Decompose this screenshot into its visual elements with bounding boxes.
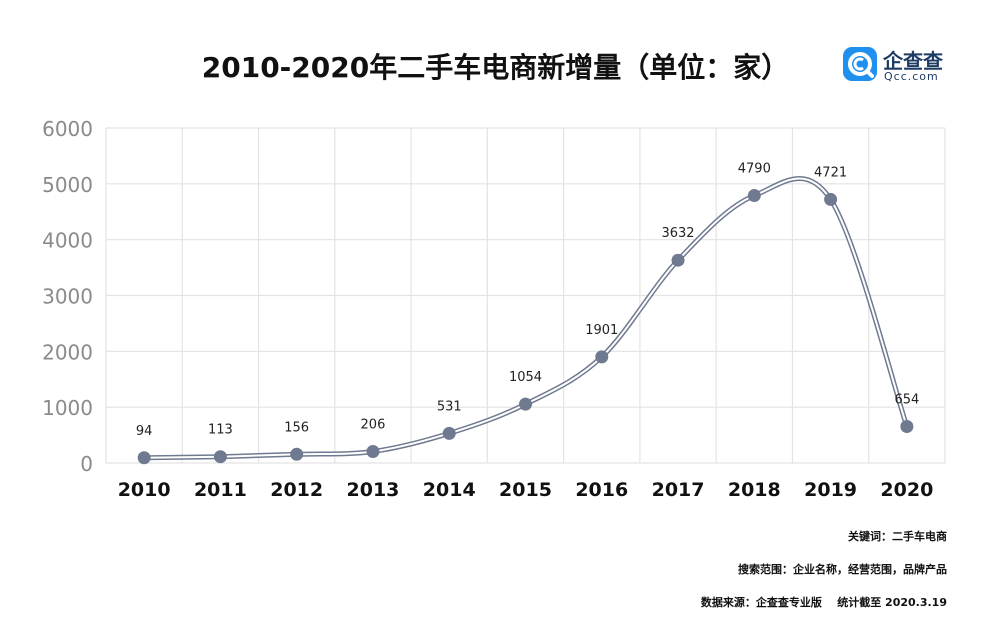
y-tick-label: 6000 bbox=[42, 117, 93, 141]
data-point bbox=[824, 192, 838, 206]
x-tick-label: 2016 bbox=[575, 479, 628, 501]
data-point bbox=[442, 426, 456, 440]
x-tick-label: 2017 bbox=[652, 479, 705, 501]
y-tick-label: 2000 bbox=[42, 340, 93, 364]
footer-keyword-label: 关键词： bbox=[848, 530, 892, 543]
data-label: 1054 bbox=[509, 370, 542, 385]
x-tick-label: 2014 bbox=[423, 479, 476, 501]
data-point bbox=[595, 350, 609, 364]
x-tick-label: 2015 bbox=[499, 479, 552, 501]
x-axis-ticks: 2010 2011 2012 2013 2014 2015 2016 2017 2018 2019… bbox=[118, 479, 934, 501]
y-tick-label: 3000 bbox=[42, 285, 93, 309]
grid bbox=[105, 127, 946, 464]
footer-source-label: 数据来源： bbox=[700, 596, 756, 609]
footer-source-value: 企查查专业版 统计截至 2020.3.19 bbox=[755, 596, 947, 609]
x-tick-label: 2020 bbox=[880, 479, 933, 501]
data-point bbox=[366, 444, 380, 458]
data-label: 156 bbox=[284, 420, 309, 435]
data-labels: 94 113 156 206 531 1054 1901 3632 4790 4721 654 bbox=[136, 162, 919, 439]
y-axis-ticks: 0 1000 2000 3000 4000 5000 6000 bbox=[42, 117, 93, 476]
data-label: 4721 bbox=[814, 165, 847, 180]
data-label: 206 bbox=[361, 417, 386, 432]
footer-scope-label: 搜索范围： bbox=[738, 563, 793, 576]
y-tick-label: 1000 bbox=[42, 396, 93, 420]
y-tick-label: 5000 bbox=[42, 173, 93, 197]
data-label: 1901 bbox=[585, 323, 618, 338]
footer-scope: 搜索范围：企业名称，经营范围，品牌产品 bbox=[738, 561, 947, 577]
qcc-logo-icon bbox=[843, 47, 877, 81]
footer-keyword: 关键词：二手车电商 bbox=[848, 528, 947, 544]
x-tick-label: 2011 bbox=[194, 479, 247, 501]
data-point bbox=[671, 253, 685, 267]
footer-keyword-value: 二手车电商 bbox=[892, 530, 947, 543]
data-label: 654 bbox=[894, 392, 919, 407]
brand-logo: 企查查 Qcc.com bbox=[843, 45, 963, 85]
data-label: 531 bbox=[437, 399, 462, 414]
data-point bbox=[747, 189, 761, 203]
data-point bbox=[900, 419, 914, 433]
data-label: 113 bbox=[208, 423, 233, 438]
data-point bbox=[290, 447, 304, 461]
data-label: 3632 bbox=[661, 226, 694, 241]
data-point bbox=[137, 451, 151, 465]
y-tick-label: 4000 bbox=[42, 229, 93, 253]
data-point bbox=[213, 450, 227, 464]
brand-site: Qcc.com bbox=[884, 70, 939, 83]
series-points bbox=[137, 189, 914, 465]
x-tick-label: 2012 bbox=[270, 479, 323, 501]
x-tick-label: 2013 bbox=[347, 479, 400, 501]
brand-name: 企查查 bbox=[883, 49, 943, 73]
x-tick-label: 2019 bbox=[804, 479, 857, 501]
y-tick-label: 0 bbox=[80, 452, 93, 476]
x-tick-label: 2010 bbox=[118, 479, 171, 501]
data-point bbox=[519, 397, 532, 411]
footer-scope-value: 企业名称，经营范围，品牌产品 bbox=[793, 563, 947, 576]
data-label: 94 bbox=[136, 424, 153, 439]
data-label: 4790 bbox=[738, 162, 771, 177]
x-tick-label: 2018 bbox=[728, 479, 781, 501]
chart-title: 2010-2020年二手车电商新增量（单位：家） bbox=[201, 51, 790, 84]
footer-source: 数据来源：企查查专业版 统计截至 2020.3.19 bbox=[701, 594, 947, 610]
